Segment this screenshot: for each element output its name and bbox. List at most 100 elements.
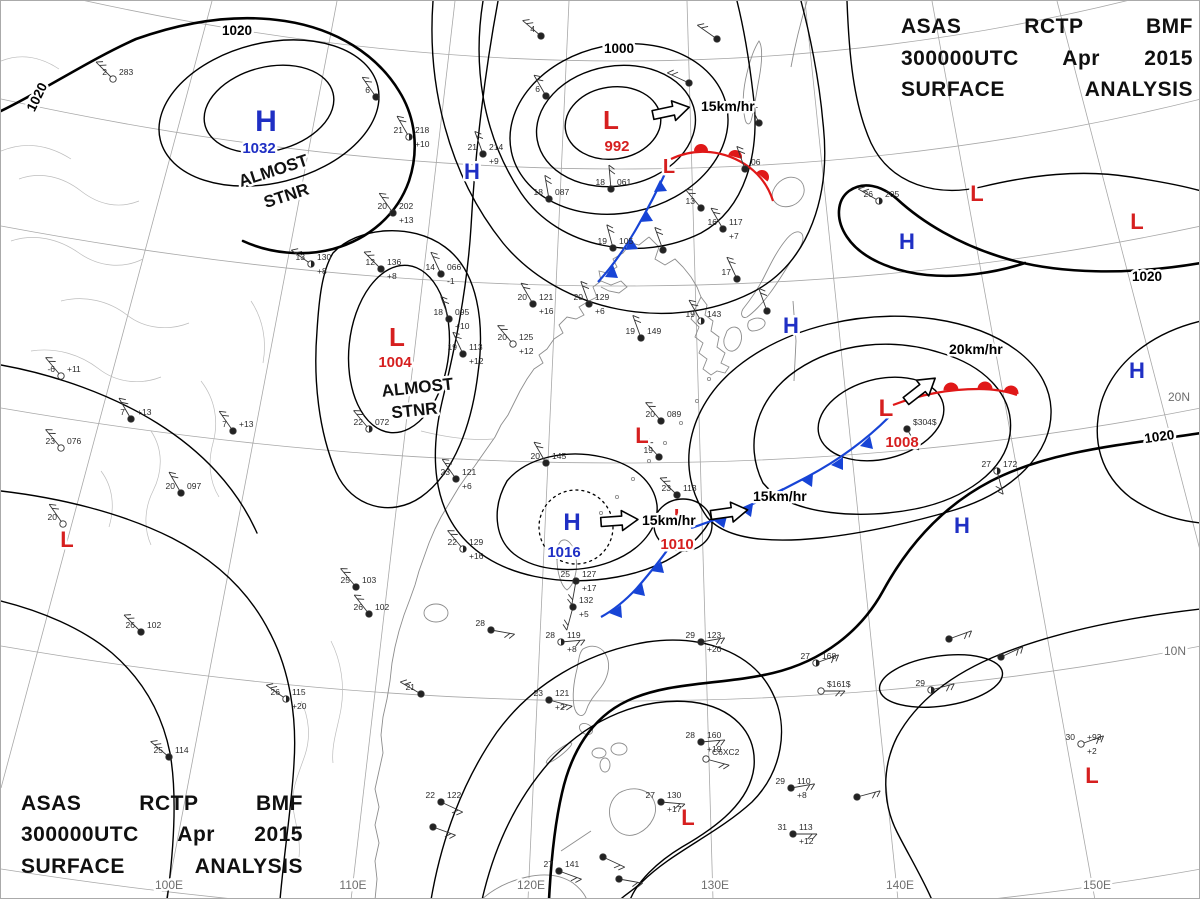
svg-text:095: 095 [455,307,469,317]
pressure-center-h: H [1127,356,1148,386]
svg-text:22: 22 [448,537,458,547]
svg-text:31: 31 [778,822,788,832]
svg-text:+11: +11 [67,364,81,374]
pressure-value: 1004 [378,354,412,371]
svg-text:113: 113 [469,342,483,352]
station-plot: 25 127 +17 [561,569,597,605]
svg-text:27: 27 [646,790,656,800]
station-plot: C6XC2 [702,747,740,770]
station-plot: 23 113 [659,477,697,499]
svg-text:+9: +9 [489,156,499,166]
svg-text:25: 25 [341,575,351,585]
station-plot: 27 141 [544,859,582,883]
svg-text:19: 19 [686,309,696,319]
movement-arrow: 15km/hr [599,510,699,532]
svg-text:102: 102 [147,620,161,630]
svg-text:L: L [603,105,619,135]
svg-text:121: 121 [462,467,476,477]
svg-text:+2: +2 [555,702,565,712]
pressure-center-l: L 1010 [658,504,696,556]
station-plot: 29 123 +20 [686,630,726,654]
station-plot: 28 160 +19 [686,730,726,754]
station-plot: 2 283 [95,61,133,83]
svg-text:7: 7 [120,407,125,417]
station-plot: 29 [916,678,955,694]
svg-text:19: 19 [448,342,458,352]
station-plot: 26 205 [857,186,899,205]
station-plot: 23 076 [45,429,81,452]
station-plot [615,875,643,888]
svg-text:129: 129 [595,292,609,302]
svg-text:117: 117 [729,217,743,227]
svg-text:20: 20 [166,481,176,491]
svg-text:20: 20 [646,409,656,419]
station-plot: 18 095 +10 [434,296,470,331]
svg-text:H: H [899,229,915,254]
svg-text:6: 6 [535,84,540,94]
svg-text:27: 27 [544,859,554,869]
station-plot: 19 105 [598,224,633,252]
station-plot: 27 172 [982,459,1017,495]
svg-text:115: 115 [292,687,306,697]
svg-text:+20: +20 [707,644,722,654]
station-plot [697,23,721,43]
title-line-2: 300000UTC Apr 2015 [21,823,303,846]
station-plot: 26 115 +20 [266,683,307,711]
svg-text:145: 145 [552,451,566,461]
station-plot: 13 [685,189,705,212]
pressure-center-l: L [1128,207,1146,237]
station-plot [997,646,1024,661]
station-plot: 19 149 [626,315,661,342]
station-plot: 7 +13 [118,397,152,423]
svg-text:160: 160 [707,730,721,740]
station-plot: 23 121 +6 [441,458,476,491]
pressure-center-h: H [781,311,802,341]
station-plot: 26 102 [123,614,161,636]
svg-text:143: 143 [707,309,721,319]
svg-text:$161$: $161$ [827,679,851,689]
svg-text:30: 30 [1066,732,1076,742]
station-plot: 18 061 [596,164,631,193]
title-line-3: SURFACE ANALYSIS [21,854,303,878]
svg-text:21: 21 [468,142,478,152]
svg-text:19: 19 [644,445,654,455]
svg-text:27: 27 [982,459,992,469]
svg-text:06: 06 [751,157,761,167]
svg-text:17: 17 [722,267,732,277]
svg-text:14: 14 [426,262,436,272]
svg-text:097: 097 [187,481,201,491]
pressure-center-l: L 1008 [876,393,921,454]
svg-text:H: H [464,159,480,184]
svg-text:22: 22 [354,417,364,427]
svg-text:L: L [663,156,675,178]
svg-text:113: 113 [799,822,813,832]
svg-text:130: 130 [317,252,331,262]
pressure-center-h: H [897,227,918,257]
svg-text:23: 23 [534,688,544,698]
svg-text:12: 12 [366,257,376,267]
station-plot: 20 145 [531,441,566,467]
svg-text:29: 29 [776,776,786,786]
svg-text:20: 20 [48,512,58,522]
station-plot [945,630,972,643]
svg-text:26: 26 [271,687,281,697]
station-plot: 132+5 [562,595,593,631]
station-plot: 22 129 +16 [447,530,484,561]
station-plot: 21 214 +9 [468,131,503,166]
station-plot: 19 [642,438,663,461]
svg-text:+13: +13 [399,215,414,225]
station-plot: $161$ [817,679,851,697]
svg-text:18: 18 [534,187,544,197]
station-plot: 20 129 +6 [574,281,609,316]
svg-text:+8: +8 [387,271,397,281]
svg-text:205: 205 [885,189,899,199]
speed-label: 20km/hr [949,341,1003,357]
svg-text:$304$: $304$ [913,417,937,427]
svg-text:L: L [1130,209,1143,234]
svg-text:21: 21 [406,682,416,692]
svg-text:121: 121 [555,688,569,698]
svg-text:123: 123 [707,630,721,640]
svg-text:125: 125 [519,332,533,342]
